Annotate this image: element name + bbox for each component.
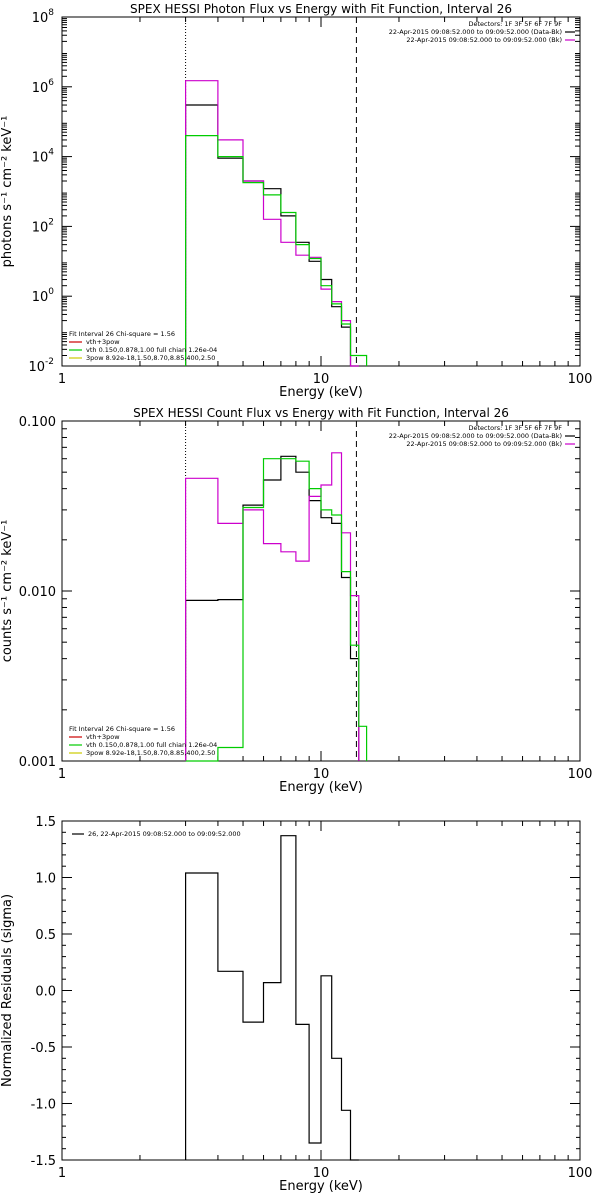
- y-tick-label: -0.5: [31, 1041, 56, 1056]
- series-line-vth: [185, 458, 368, 762]
- y-axis-label: photons s⁻¹ cm⁻² keV⁻¹: [0, 116, 15, 268]
- y-tick-base: 10: [28, 360, 45, 375]
- y-tick-label: 0.001: [19, 755, 56, 770]
- x-tick-label: 100: [568, 1166, 593, 1181]
- series-line-vth: [185, 135, 368, 366]
- chart-title: SPEX HESSI Count Flux vs Energy with Fit…: [133, 406, 509, 420]
- series-line-26-22-apr-2015-09-08-52-000-to-09-09-52-000: [185, 835, 359, 1161]
- y-tick-label: 102: [32, 217, 54, 235]
- y-tick-label: 106: [32, 78, 55, 96]
- detector-header-line: Detectors: 1F 3F 5F 6F 7F 9F: [468, 20, 562, 28]
- x-tick-label: 100: [568, 767, 593, 782]
- plot-frame: [61, 420, 581, 762]
- chart-panel-3: 1 10 100 Energy (keV) 1.5 1.0 0.5 0.0 -0.5 -1.0 -1…: [0, 815, 592, 1194]
- y-axis-label: counts s⁻¹ cm⁻² keV⁻¹: [0, 520, 15, 663]
- fit-legend-heading: Fit Interval 26 Chi-square = 1.56: [69, 330, 175, 338]
- fit-legend-entry: vth+3pow: [86, 338, 120, 346]
- x-tick-label: 10: [313, 372, 330, 387]
- y-tick-base: 10: [32, 290, 49, 305]
- fit-legend-entry: 3pow 8.92e-18,1.50,8.70,8.85,400,2.50: [86, 354, 215, 362]
- x-tick-label: 1: [58, 767, 66, 782]
- fit-legend-heading: Fit Interval 26 Chi-square = 1.56: [69, 725, 175, 733]
- series-line-bk: [185, 80, 359, 367]
- x-tick-label: 1: [58, 372, 66, 387]
- y-tick-label: 10-2: [28, 357, 54, 375]
- y-tick-exponent: 8: [48, 8, 54, 18]
- detector-header-line: Detectors: 1F 3F 5F 6F 7F 9F: [468, 424, 562, 432]
- y-axis-label: Normalized Residuals (sigma): [0, 894, 15, 1087]
- y-tick-label: 0.5: [35, 928, 56, 943]
- y-tick-label: 104: [32, 148, 55, 166]
- y-tick-label: 100: [32, 287, 55, 305]
- x-axis-label: Energy (keV): [279, 385, 363, 400]
- detector-header-line: 22-Apr-2015 09:08:52.000 to 09:09:52.000…: [389, 28, 562, 36]
- detector-header-line: 22-Apr-2015 09:08:52.000 to 09:09:52.000…: [406, 440, 562, 448]
- fit-legend-entry: vth 0.150,0.878,1.00 full chian 1.26e-04: [86, 741, 217, 749]
- y-tick-exponent: 6: [48, 78, 54, 88]
- y-tick-label: -1.5: [31, 1154, 56, 1169]
- chart-panel-2: 1 10 100 Energy (keV) 0.001 0.010 0.100 counts …: [0, 406, 592, 795]
- x-tick-label: 10: [313, 767, 330, 782]
- y-tick-base: 10: [32, 81, 49, 96]
- y-tick-label: 0.100: [19, 415, 56, 430]
- x-tick-label: 10: [313, 1166, 330, 1181]
- fit-legend-entry: vth+3pow: [86, 733, 120, 741]
- fit-legend-entry: vth 0.150,0.878,1.00 full chian 1.26e-04: [86, 346, 217, 354]
- y-tick-label: 1.0: [35, 872, 56, 887]
- plot-frame: [61, 16, 581, 367]
- y-tick-label: 0.0: [35, 985, 56, 1000]
- y-tick-exponent: 4: [48, 148, 54, 158]
- x-axis-label: Energy (keV): [279, 780, 363, 795]
- detector-header-line: 22-Apr-2015 09:08:52.000 to 09:09:52.000…: [389, 432, 562, 440]
- y-tick-label: 108: [32, 8, 55, 26]
- fit-legend-entry: 3pow 8.92e-18,1.50,8.70,8.85,400,2.50: [86, 749, 215, 757]
- y-tick-base: 10: [32, 220, 49, 235]
- y-tick-exponent: -2: [45, 357, 54, 367]
- detector-header-line: 22-Apr-2015 09:08:52.000 to 09:09:52.000…: [406, 36, 562, 44]
- y-tick-base: 10: [32, 151, 49, 166]
- y-tick-label: -1.0: [31, 1098, 56, 1113]
- x-axis-label: Energy (keV): [279, 1179, 363, 1194]
- y-tick-exponent: 2: [48, 217, 54, 227]
- y-tick-base: 10: [32, 11, 49, 26]
- series-line-data-bk: [185, 104, 359, 367]
- chart-title: SPEX HESSI Photon Flux vs Energy with Fi…: [130, 2, 512, 16]
- y-tick-label: 1.5: [35, 815, 56, 830]
- x-tick-label: 100: [568, 372, 593, 387]
- x-tick-label: 1: [58, 1166, 66, 1181]
- y-tick-label: 0.010: [19, 585, 56, 600]
- series-line-bk: [185, 452, 360, 761]
- residual-legend-entry: 26, 22-Apr-2015 09:08:52.000 to 09:09:52…: [88, 830, 241, 838]
- series-line-data-bk: [185, 455, 360, 761]
- y-tick-exponent: 0: [48, 287, 54, 297]
